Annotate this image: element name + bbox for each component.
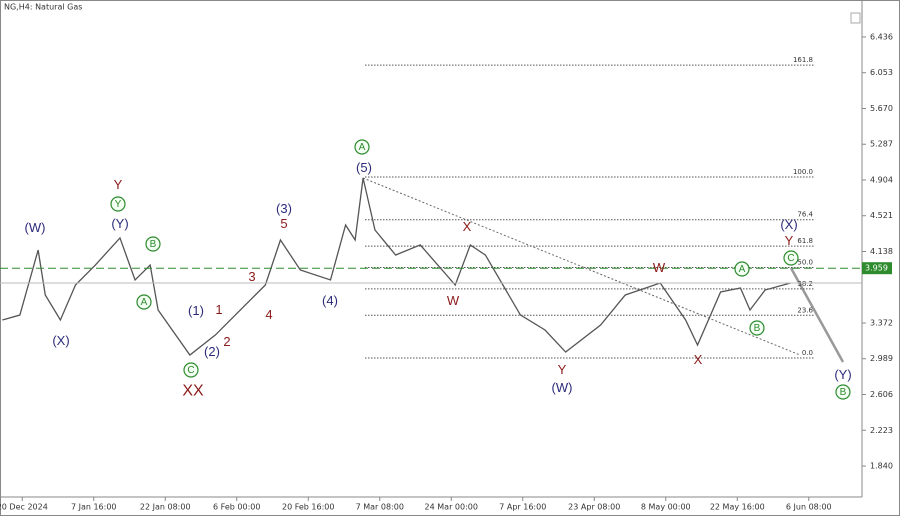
wave-circle xyxy=(145,236,161,252)
x-tick-label: 20 Feb 16:00 xyxy=(282,503,334,512)
wave-circle xyxy=(183,362,199,378)
y-tick-label: 2.989 xyxy=(870,354,893,363)
y-tick-label: 6.436 xyxy=(870,32,893,41)
price-label-box xyxy=(862,262,892,275)
price-label: 3.959 xyxy=(865,264,888,273)
wave-label: (X) xyxy=(52,333,69,348)
wave-label: (5) xyxy=(356,160,372,175)
wave-label: A xyxy=(359,142,366,153)
wave-circle xyxy=(354,139,370,155)
y-tick-label: 4.904 xyxy=(870,175,893,184)
y-tick-label: 2.606 xyxy=(870,390,893,399)
x-tick-label: 22 Jan 08:00 xyxy=(140,503,191,512)
price-line xyxy=(2,177,791,356)
wave-circle xyxy=(783,250,799,266)
y-tick-label: 6.053 xyxy=(870,68,893,77)
wave-label: Y xyxy=(558,362,567,377)
wave-label: (Y) xyxy=(834,367,851,382)
fib-label: 100.0 xyxy=(793,168,813,176)
wave-circle xyxy=(749,320,765,336)
x-tick-label: 6 Jun 08:00 xyxy=(786,503,832,512)
fib-label: 76.4 xyxy=(797,211,813,219)
wave-label: A xyxy=(739,264,746,275)
wave-label: (Y) xyxy=(111,216,128,231)
wave-label: X xyxy=(463,219,472,234)
fib-label: 161.8 xyxy=(793,56,813,64)
x-tick-label: 20 Dec 2024 xyxy=(0,503,48,512)
x-tick-label: 7 Apr 16:00 xyxy=(499,503,546,512)
wave-label: W xyxy=(653,260,666,275)
wave-label: (4) xyxy=(322,293,338,308)
projection-arrow xyxy=(789,267,845,363)
wave-label: W xyxy=(447,293,460,308)
wave-label: B xyxy=(754,323,761,334)
x-tick-label: 22 May 16:00 xyxy=(710,503,765,512)
y-tick-label: 1.840 xyxy=(870,462,893,471)
wave-circle xyxy=(110,196,126,212)
wave-label: Y xyxy=(785,233,794,248)
y-tick-label: 2.223 xyxy=(870,426,893,435)
chart-title: NG,H4: Natural Gas xyxy=(4,3,82,12)
wave-label: 1 xyxy=(215,302,222,317)
y-tick-label: 5.670 xyxy=(870,104,893,113)
wave-label: X xyxy=(694,352,703,367)
fib-label: 38.2 xyxy=(797,280,813,288)
wave-circle xyxy=(136,294,152,310)
wave-label: A xyxy=(141,297,148,308)
wave-label: (1) xyxy=(188,303,204,318)
wave-label: (X) xyxy=(780,217,797,232)
wave-label: (W) xyxy=(25,220,46,235)
wave-label: XX xyxy=(182,383,204,400)
wave-label: (3) xyxy=(276,201,292,216)
x-tick-label: 7 Jan 16:00 xyxy=(71,503,117,512)
fib-label: 50.0 xyxy=(797,258,813,266)
fib-label: 61.8 xyxy=(797,237,813,245)
x-tick-label: 24 Mar 00:00 xyxy=(425,503,478,512)
wave-label: (2) xyxy=(204,344,220,359)
fib-label: 0.0 xyxy=(802,349,813,357)
wave-circle xyxy=(835,384,851,400)
wave-circle xyxy=(734,261,750,277)
wave-label: C xyxy=(187,365,194,376)
wave-label: B xyxy=(150,239,157,250)
wave-label: Y xyxy=(114,177,123,192)
x-tick-label: 23 Apr 08:00 xyxy=(568,503,620,512)
wave-label: 5 xyxy=(280,216,287,231)
wave-label: 4 xyxy=(265,307,272,322)
trend-line xyxy=(362,177,801,356)
y-tick-label: 5.287 xyxy=(870,140,893,149)
y-tick-label: 4.521 xyxy=(870,211,893,220)
wave-label: Y xyxy=(115,199,122,210)
fib-label: 23.6 xyxy=(797,306,813,314)
y-tick-label: 4.138 xyxy=(870,247,893,256)
wave-label: B xyxy=(840,387,847,398)
y-tick-label: 3.372 xyxy=(870,318,893,327)
x-tick-label: 6 Feb 00:00 xyxy=(213,503,260,512)
wave-label: 2 xyxy=(223,334,230,349)
x-tick-label: 8 May 00:00 xyxy=(641,503,691,512)
wave-label: C xyxy=(787,253,794,264)
wave-label: 3 xyxy=(248,269,255,284)
wave-label: (W) xyxy=(552,380,573,395)
corner-icon xyxy=(850,12,861,24)
x-tick-label: 7 Mar 08:00 xyxy=(356,503,404,512)
